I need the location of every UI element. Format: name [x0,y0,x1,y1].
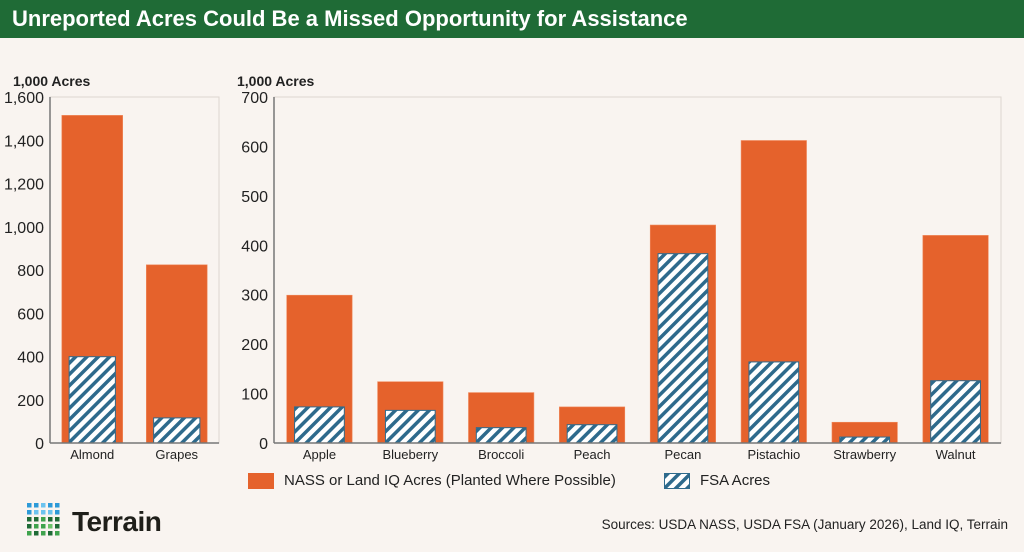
x-tick-label: Broccoli [478,447,524,462]
x-tick-label: Almond [70,447,114,462]
logo-dot [34,517,39,522]
x-tick-label: Grapes [155,447,198,462]
legend-fsa: FSA Acres [664,472,770,489]
y-tick-label: 200 [241,337,268,354]
bar-fsa-blueberry [384,409,436,444]
logo-dot [55,510,60,515]
y-tick-label: 700 [241,90,268,107]
x-tick-label: Blueberry [382,447,438,462]
title-bar: Unreported Acres Could Be a Missed Oppor… [0,0,1024,38]
y-tick-label: 400 [241,238,268,255]
logo-dot [41,510,46,515]
y-tick-label: 500 [241,189,268,206]
logo-dot [55,524,60,529]
logo-dot [34,503,39,508]
logo-dot [34,510,39,515]
bar-fsa-pecan [657,253,709,444]
x-tick-label: Apple [303,447,336,462]
bar-fsa-broccoli [475,427,527,444]
logo-dot [55,503,60,508]
chart-title: Unreported Acres Could Be a Missed Oppor… [12,6,688,31]
logo-dot [41,503,46,508]
logo-dot [48,510,53,515]
legend-nass-label: NASS or Land IQ Acres (Planted Where Pos… [284,472,616,489]
x-tick-label: Peach [574,447,611,462]
logo-dot [27,531,32,536]
y-tick-label: 200 [17,393,44,410]
logo-dot [55,531,60,536]
y-tick-label: 1,600 [4,90,44,107]
source-note: Sources: USDA NASS, USDA FSA (January 20… [601,517,1008,532]
y-tick-label: 0 [35,436,44,453]
bar-fsa-grapes [153,417,201,444]
legend-fsa-swatch [664,472,690,489]
bar-fsa-pistachio [748,361,800,444]
terrain-logo-text: Terrain [72,506,162,537]
logo-dot [48,531,53,536]
logo-dot [41,517,46,522]
logo-dot [41,531,46,536]
y-tick-label: 1,200 [4,177,44,194]
x-tick-label: Pistachio [747,447,800,462]
y-tick-label: 600 [241,139,268,156]
logo-dot [34,524,39,529]
y-tick-label: 600 [17,306,44,323]
y-tick-label: 400 [17,350,44,367]
bar-fsa-walnut [930,380,981,444]
legend-nass: NASS or Land IQ Acres (Planted Where Pos… [248,472,616,489]
bar-fsa-almond [68,356,116,444]
x-tick-label: Strawberry [833,447,896,462]
legend-nass-swatch [248,472,274,489]
y-tick-label: 300 [241,288,268,305]
y-axis-label: 1,000 Acres [13,73,91,89]
y-tick-label: 1,400 [4,133,44,150]
y-tick-label: 0 [259,436,268,453]
logo-dot [27,510,32,515]
logo-dot [41,524,46,529]
y-axis-label: 1,000 Acres [237,73,315,89]
terrain-logo-icon [27,503,60,536]
bar-fsa-strawberry [839,436,891,444]
logo-dot [27,517,32,522]
bar-fsa-peach [566,424,618,444]
legend-fsa-label: FSA Acres [700,472,771,489]
logo-dot [34,531,39,536]
logo-dot [27,524,32,529]
x-tick-label: Walnut [936,447,976,462]
bar-nass-grapes [146,264,208,444]
bar-fsa-apple [294,406,345,444]
logo-dot [27,503,32,508]
x-tick-label: Pecan [665,447,702,462]
y-tick-label: 1,000 [4,220,44,237]
logo-dot [48,524,53,529]
logo-dot [48,503,53,508]
logo-dot [55,517,60,522]
y-tick-label: 100 [241,387,268,404]
logo-dot [48,517,53,522]
y-tick-label: 800 [17,263,44,280]
